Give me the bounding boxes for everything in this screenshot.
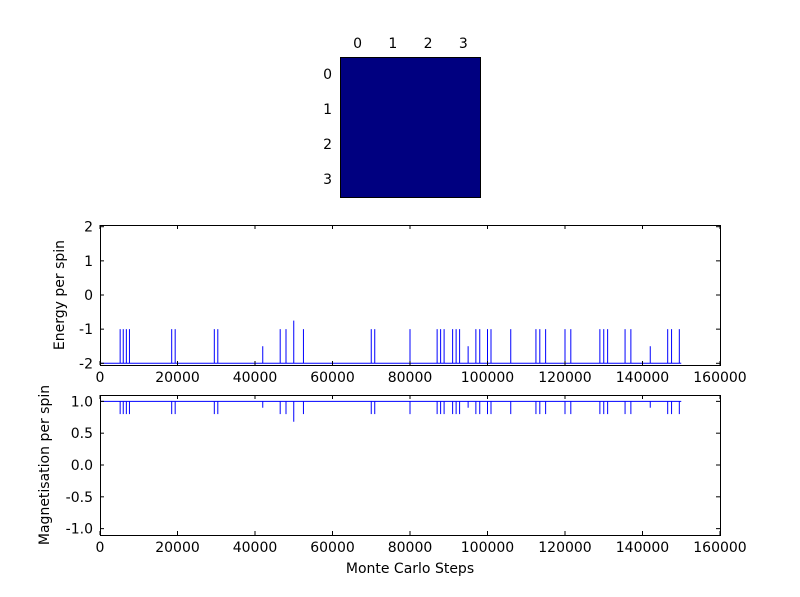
- x-tick-label: 160000: [693, 540, 746, 556]
- x-tick-label: 120000: [538, 370, 591, 386]
- x-tick-label: 160000: [693, 370, 746, 386]
- y-tick-label: -2: [79, 356, 93, 372]
- energy-plot: 0 20000 40000 60000 80000 100000 120000 140000 1…: [79, 220, 747, 386]
- y-tick-label: 1.0: [71, 394, 93, 410]
- x-tick-label: 60000: [310, 370, 355, 386]
- x-tick-label: 0: [96, 540, 105, 556]
- x-tick-label: 40000: [233, 370, 278, 386]
- x-tick-label: 120000: [538, 540, 591, 556]
- y-tick-label: -1.0: [66, 522, 93, 538]
- heatmap-x-tick-label: 2: [423, 36, 433, 52]
- heatmap-y-tick-label: 3: [323, 172, 332, 189]
- heatmap-x-tick-label: 3: [458, 36, 468, 52]
- heatmap-y-tick-label: 0: [323, 66, 332, 83]
- heatmap-y-tick-label: 1: [323, 101, 332, 118]
- x-tick-label: 40000: [233, 540, 278, 556]
- heatmap-y-tick-label: 2: [323, 137, 332, 154]
- x-tick-label: 140000: [616, 540, 669, 556]
- spin-lattice-heatmap: [340, 57, 481, 198]
- x-tick-label: 0: [96, 370, 105, 386]
- x-tick-label: 100000: [461, 540, 514, 556]
- x-tick-label: 20000: [155, 370, 200, 386]
- y-tick-label: 0: [84, 288, 93, 304]
- magnetisation-plot: 0 20000 40000 60000 80000 100000 120000 140000 1…: [66, 394, 747, 556]
- heatmap-x-tick-label: 0: [353, 36, 363, 52]
- heatmap-x-tick-label: 1: [388, 36, 398, 52]
- x-tick-label: 80000: [388, 370, 433, 386]
- axes-frame: [100, 395, 721, 536]
- x-tick-label: 100000: [461, 370, 514, 386]
- y-tick-label: -0.5: [66, 490, 93, 506]
- x-tick-label: 80000: [388, 540, 433, 556]
- y-tick-label: -1: [79, 322, 93, 338]
- x-tick-label: 20000: [155, 540, 200, 556]
- x-axis-label: Monte Carlo Steps: [345, 561, 475, 577]
- x-tick-label: 140000: [616, 370, 669, 386]
- y-tick-label: 0.0: [71, 458, 93, 474]
- y-tick-label: 0.5: [71, 426, 93, 442]
- y-tick-label: 2: [84, 220, 93, 236]
- x-tick-label: 60000: [310, 540, 355, 556]
- y-tick-label: 1: [84, 254, 93, 270]
